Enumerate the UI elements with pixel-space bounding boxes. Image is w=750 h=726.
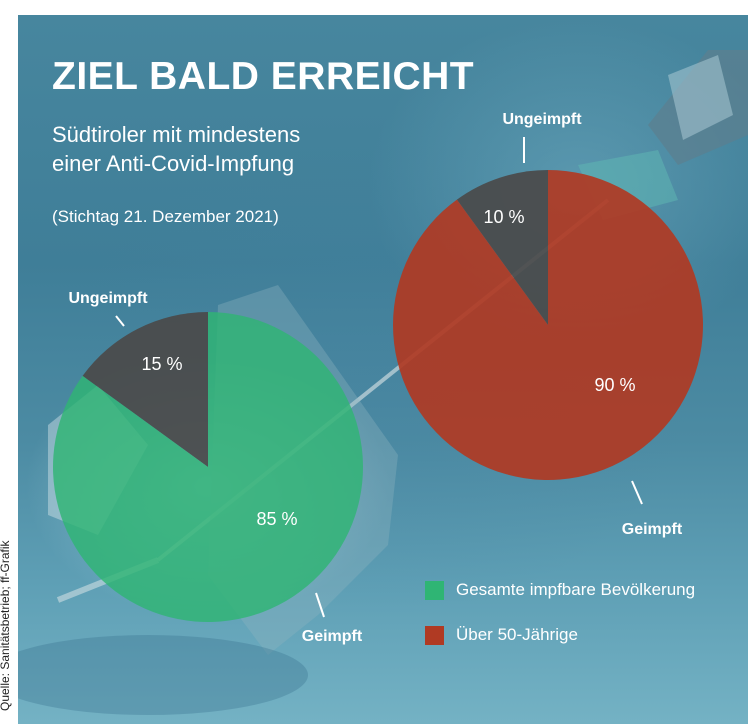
callout-line-vaccinated-right [631, 480, 643, 505]
legend-label-total-population: Gesamte impfbare Bevölkerung [456, 580, 696, 599]
source-note: Quelle: Sanitätsbetrieb; ff-Grafik [0, 540, 12, 711]
chart-subtitle-line-1: Südtiroler mit mindestens [52, 122, 301, 147]
pie-chart-over-50: 10 % 90 % [392, 170, 703, 480]
callout-line-vaccinated-left [315, 592, 325, 618]
legend-swatch-green [425, 580, 444, 600]
legend-item-over-50: Über 50-Jährige [425, 623, 578, 647]
slice-value-label-vaccinated-over50: 90 % [594, 375, 635, 395]
slice-label-vaccinated-left: Geimpft [302, 628, 363, 645]
legend-swatch-red [425, 625, 444, 645]
callout-line-unvaccinated-left [115, 315, 125, 327]
pie-charts: 15 % 85 % 10 % 90 % Ungeimpft Geimpft Unge… [18, 50, 748, 715]
slice-value-label-unvaccinated-total: 15 % [141, 354, 182, 374]
chart-title: ZIEL BALD ERREICHT [52, 55, 475, 98]
date-note: (Stichtag 21. Dezember 2021) [52, 207, 279, 226]
pie-slice-vaccinated-total [52, 312, 363, 622]
pie-slice-unvaccinated-over50 [456, 170, 548, 325]
slice-label-unvaccinated-right: Ungeimpft [502, 111, 582, 128]
legend-label-over-50: Über 50-Jährige [456, 625, 578, 644]
slice-value-label-unvaccinated-over50: 10 % [483, 207, 524, 227]
pie-chart-total-population: 15 % 85 % [52, 312, 363, 622]
slice-label-unvaccinated-left: Ungeimpft [68, 290, 148, 307]
pie-slice-unvaccinated-total [82, 312, 208, 467]
callout-lines [115, 137, 643, 618]
chart-subtitle-line-2: einer Anti-Covid-Impfung [52, 151, 295, 176]
infographic-panel: 15 % 85 % 10 % 90 % Ungeimpft Geimpft Unge… [18, 15, 748, 724]
pie-slice-vaccinated-over50 [392, 170, 703, 480]
slice-label-vaccinated-right: Geimpft [622, 521, 683, 538]
slice-value-label-vaccinated-total: 85 % [256, 509, 297, 529]
legend-item-total-population: Gesamte impfbare Bevölkerung [425, 578, 695, 602]
